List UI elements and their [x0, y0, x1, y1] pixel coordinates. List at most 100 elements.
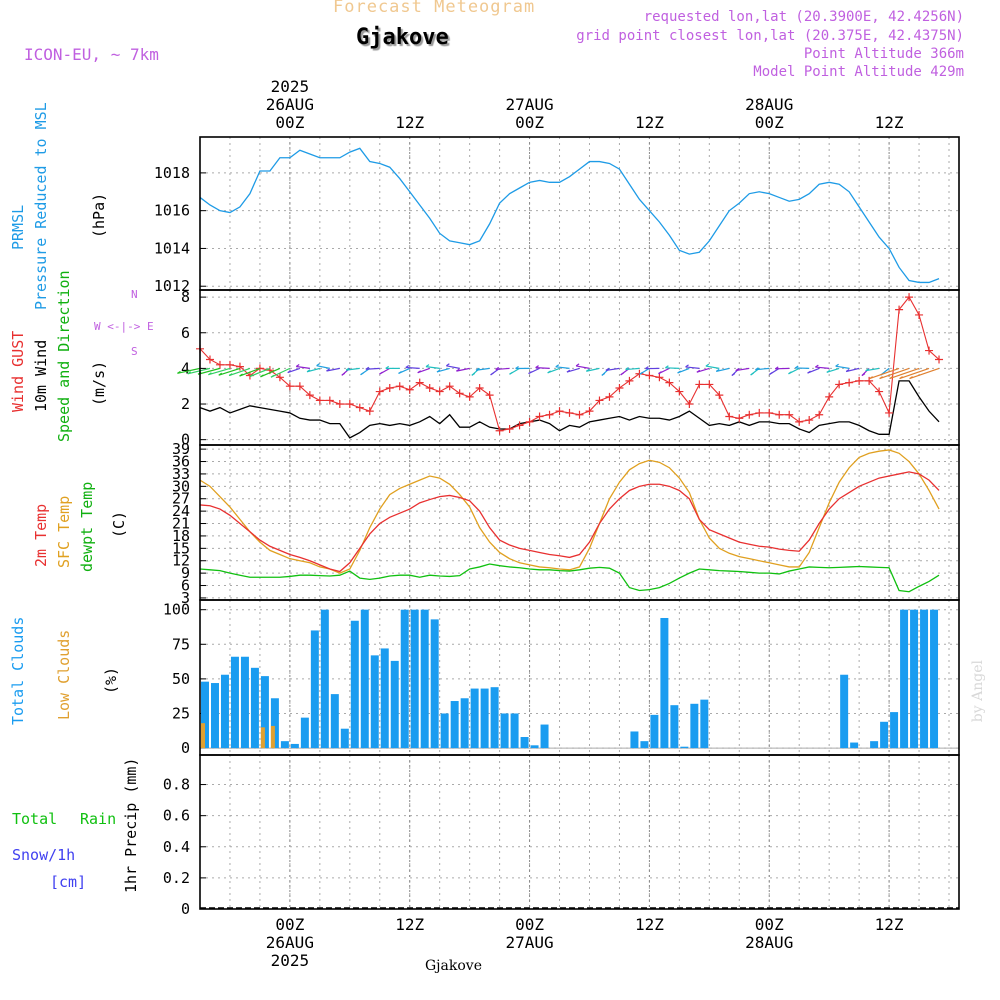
gust-marker — [385, 383, 394, 392]
total-cloud-bar — [630, 731, 639, 749]
bottom-year-label: 2025 — [271, 951, 310, 970]
y-tick-label: 33 — [172, 465, 190, 483]
y-tick-label: 6 — [181, 577, 190, 595]
requested-coords: requested lon,lat (20.3900E, 42.4256N) — [643, 9, 964, 25]
y-tick-label: 50 — [172, 670, 190, 688]
y-tick-label: 100 — [163, 601, 190, 619]
gust-marker — [915, 310, 924, 319]
y-tick-label: 18 — [172, 527, 190, 545]
wind-arrow — [249, 367, 271, 377]
total-cloud-bar — [920, 609, 929, 749]
wind-arrow — [365, 367, 380, 370]
gust-marker — [605, 392, 614, 401]
wind-arrow — [436, 367, 450, 373]
gust-marker — [425, 383, 434, 392]
gust-marker — [455, 389, 464, 398]
top-date-label: 27AUG — [505, 95, 553, 114]
y-tick-label: 8 — [181, 288, 190, 306]
total-cloud-bar — [240, 656, 249, 749]
gust-marker — [855, 376, 864, 385]
wind-arrow-head — [909, 376, 913, 380]
wind-arrow — [575, 365, 590, 369]
wind-arrow — [869, 367, 900, 380]
wind-arrow — [605, 367, 620, 372]
wind-arrow — [696, 367, 710, 373]
gust-marker — [285, 382, 294, 391]
wind-arrow — [835, 365, 850, 369]
wind-arrow-head — [585, 368, 590, 372]
wind-arrow — [446, 365, 460, 369]
wind-arrow-head — [270, 374, 275, 378]
y-tick-label: 2 — [181, 395, 190, 413]
cloud-bars — [200, 609, 959, 749]
gust-marker — [805, 416, 814, 425]
wind-arrow-head — [228, 373, 233, 377]
wind-arrow — [456, 367, 470, 372]
pressure-unit: (hPa) — [90, 192, 108, 238]
wind-arrow — [239, 367, 261, 377]
top-hour-label: 00Z — [515, 113, 544, 132]
total-cloud-bar — [660, 617, 669, 749]
gust-marker — [675, 387, 684, 396]
wind-arrow — [306, 367, 320, 373]
gust-marker — [895, 305, 904, 314]
total-cloud-bar — [370, 655, 379, 749]
total-cloud-bar — [420, 609, 429, 749]
wind-arrow — [705, 365, 720, 369]
panel-grid-2 — [200, 445, 959, 600]
wind-arrow-head — [385, 365, 390, 369]
wind-arrow-head — [889, 376, 893, 380]
top-hour-label: 00Z — [275, 113, 304, 132]
wind-arrow — [218, 367, 241, 376]
y-tick-label: 0 — [181, 739, 190, 757]
gust-marker — [415, 378, 424, 387]
total-cloud-bar — [680, 746, 689, 749]
pressure-label-2: Pressure Reduced to MSL — [32, 102, 50, 310]
y-tick-label: 0.2 — [163, 869, 190, 887]
y-tick-label: 1014 — [154, 239, 190, 257]
wind-arrow-head — [287, 370, 292, 374]
total-cloud-bar — [870, 741, 879, 749]
gust-marker — [795, 417, 804, 426]
wind-arrow — [475, 367, 490, 371]
dewpt-temp-line — [199, 563, 940, 593]
y-tick-label: 27 — [172, 490, 190, 508]
y-tick-label: 0.6 — [163, 807, 190, 825]
y-tick-label: 0 — [181, 431, 190, 449]
wind-arrow-head — [515, 366, 519, 370]
total-cloud-bar — [850, 742, 859, 749]
gust-marker — [725, 412, 734, 421]
low-cloud-bar — [201, 723, 205, 749]
wind-arrow — [909, 367, 940, 380]
wind-arrow-head — [645, 366, 649, 370]
y-tick-label: 9 — [181, 564, 190, 582]
wind-arrow-head — [899, 376, 903, 380]
wind-arrow-head — [295, 364, 300, 368]
wind-arrow-head — [879, 376, 883, 380]
wind-arrow-head — [575, 363, 580, 367]
y-tick-label: 39 — [172, 440, 190, 458]
wind-arrow-head — [755, 367, 759, 371]
gridpoint-coords: grid point closest lon,lat (20.375E, 42.… — [576, 28, 964, 44]
wind-arrow-head — [625, 367, 629, 371]
wind-arrow-head — [208, 372, 212, 376]
gust-marker — [475, 383, 484, 392]
total-cloud-bar — [900, 609, 909, 749]
wind-arrow — [535, 367, 550, 369]
gust-marker — [405, 385, 414, 394]
wind-arrow — [326, 367, 340, 372]
bottom-hour-label: 12Z — [875, 915, 904, 934]
wind-arrow-head — [665, 365, 669, 369]
wind-arrow — [187, 367, 211, 375]
temp-label-2m: 2m Temp — [32, 503, 50, 567]
wind-label-gust: Wind GUST — [9, 330, 27, 412]
gust-marker — [305, 391, 314, 400]
total-cloud-bar — [390, 660, 399, 749]
wind-arrow-head — [528, 371, 532, 375]
clouds-unit: (%) — [102, 666, 120, 694]
wind-arrow-head — [249, 373, 254, 377]
gust-marker — [435, 387, 444, 396]
wind-arrow-head — [345, 367, 350, 371]
wind-arrow — [260, 367, 281, 378]
